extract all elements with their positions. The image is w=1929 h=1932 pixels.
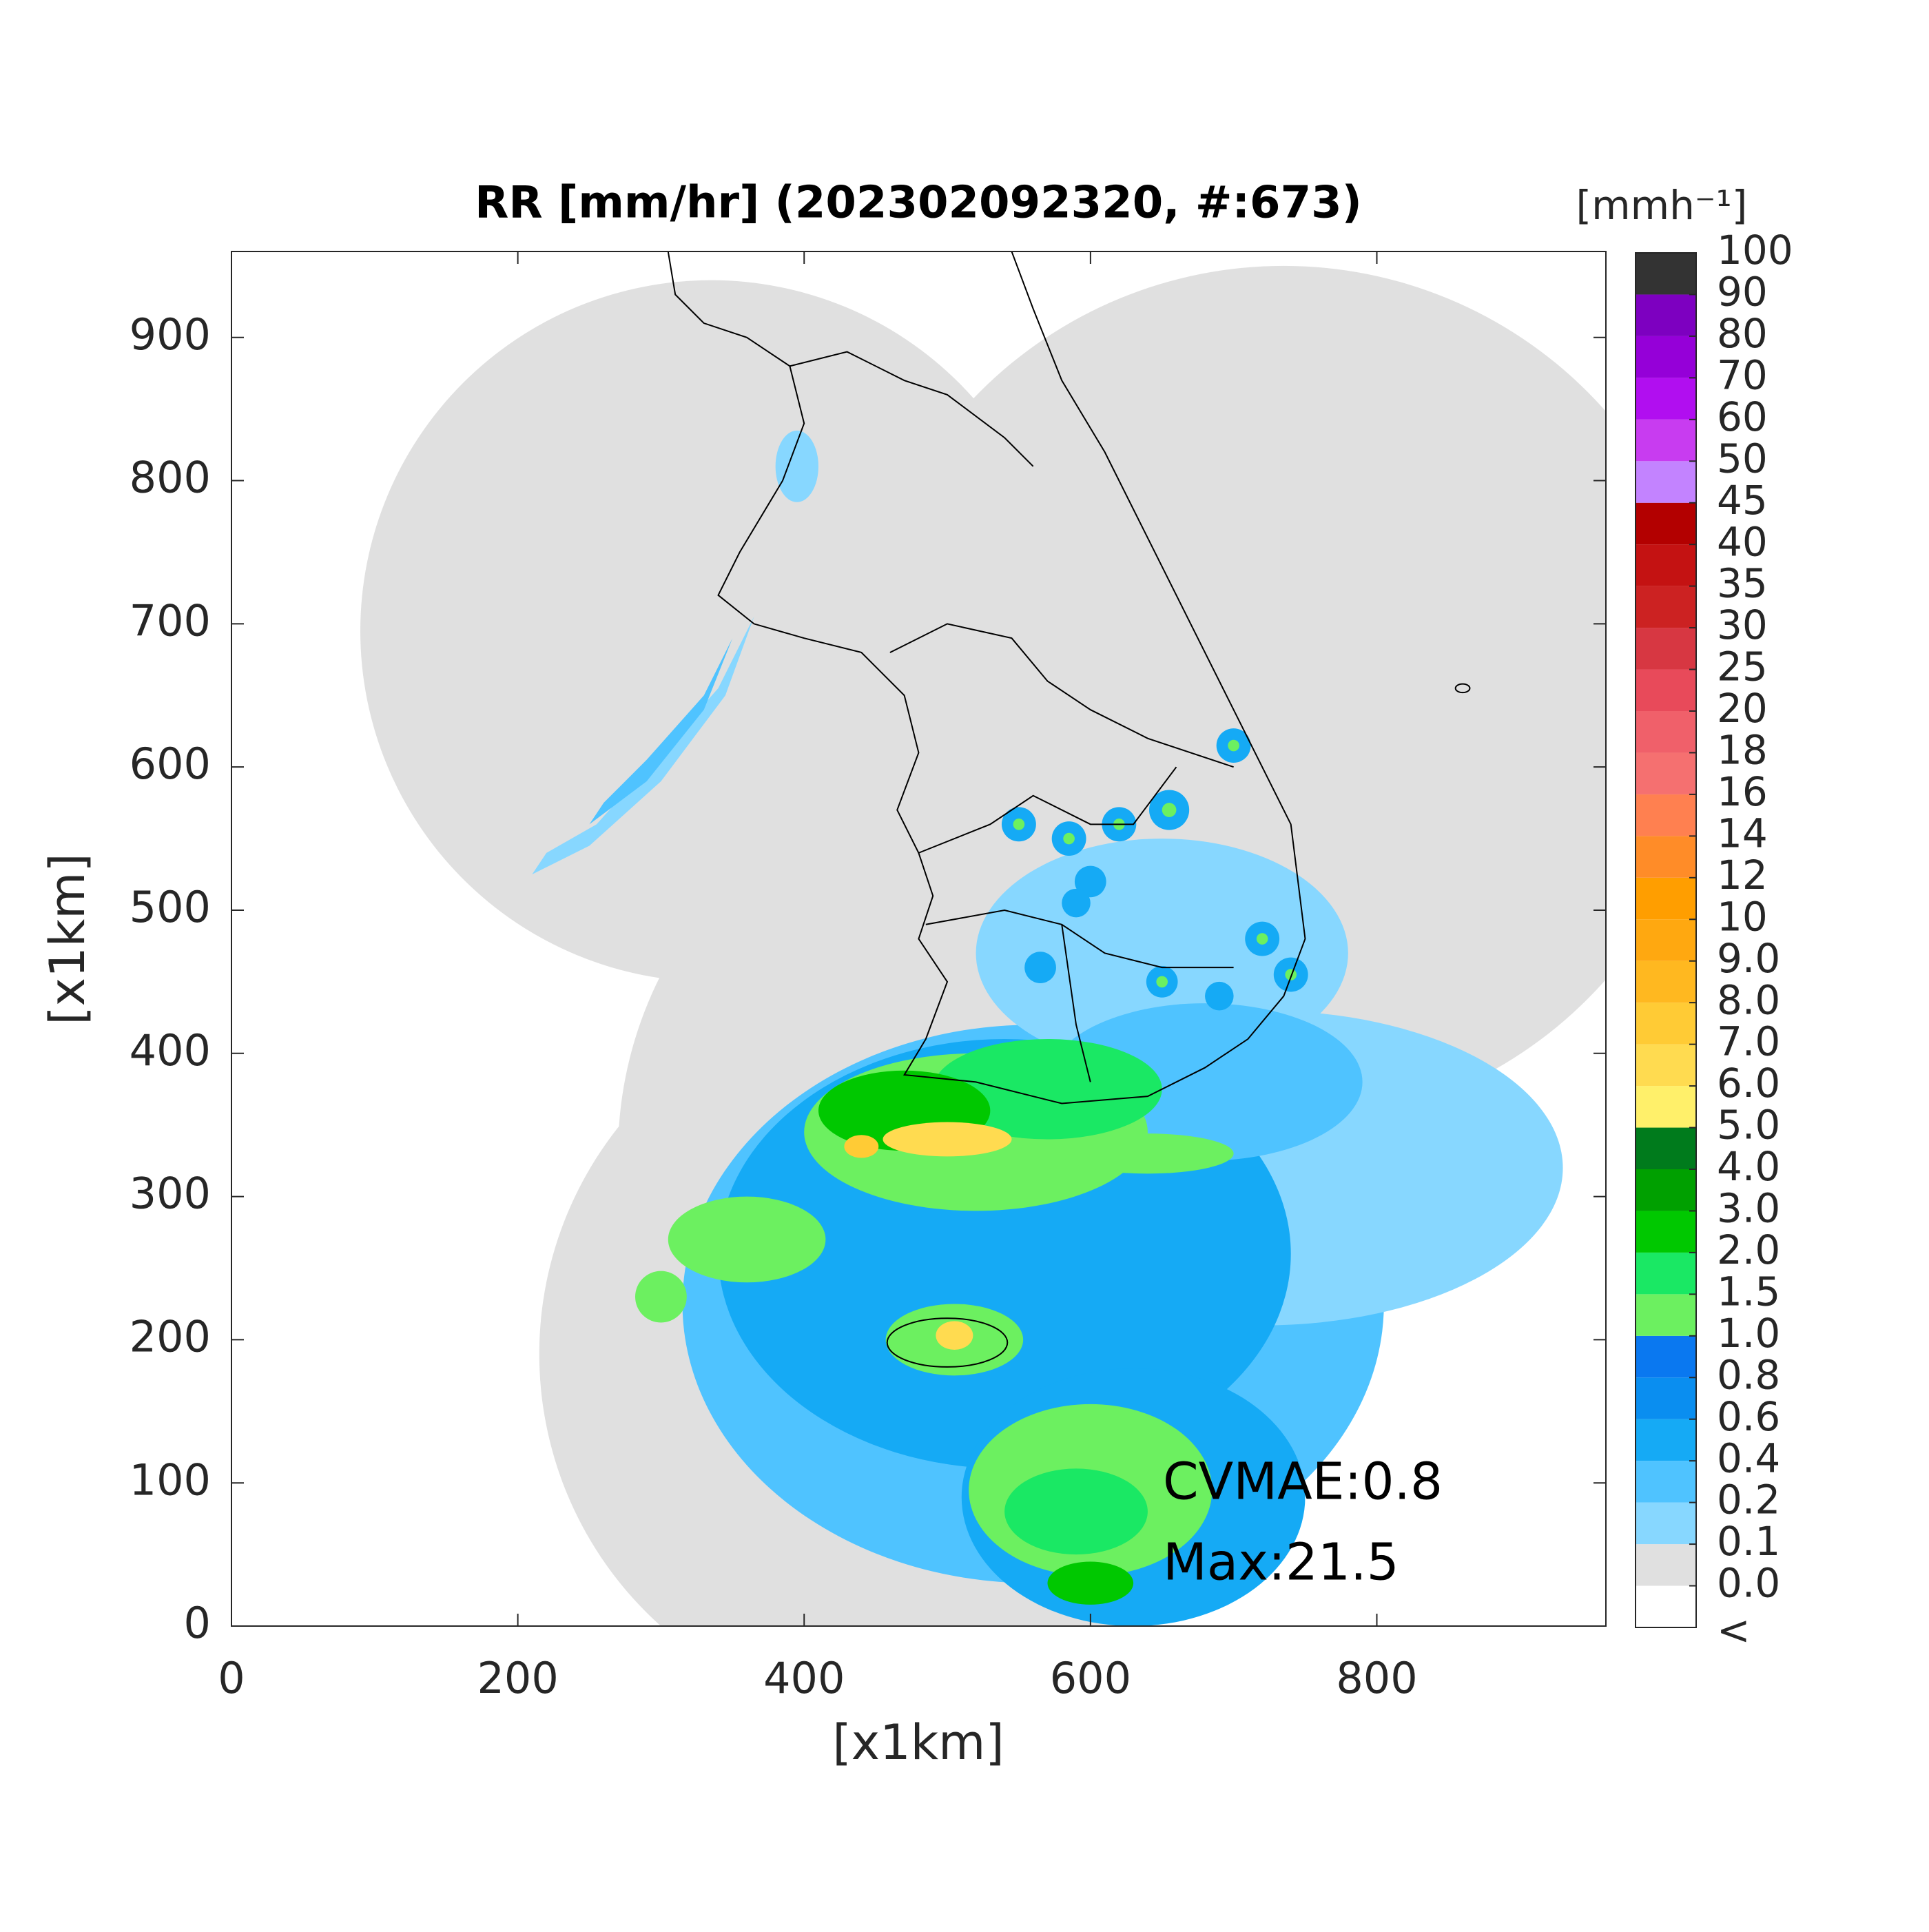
colorbar-band bbox=[1636, 586, 1696, 628]
colorbar-label: 1.5 bbox=[1717, 1268, 1780, 1315]
colorbar-band bbox=[1636, 877, 1696, 920]
colorbar-label: 12 bbox=[1717, 852, 1768, 898]
y-axis-label: [x1km] bbox=[39, 853, 96, 1025]
colorbar-band bbox=[1636, 1544, 1696, 1586]
colorbar-label: 70 bbox=[1717, 351, 1768, 398]
colorbar-label: 8.0 bbox=[1717, 976, 1780, 1023]
colorbar-label: 90 bbox=[1717, 269, 1768, 316]
colorbar-label: 50 bbox=[1717, 435, 1768, 482]
colorbar-label: 7.0 bbox=[1717, 1018, 1780, 1065]
y-tick-label: 700 bbox=[130, 595, 211, 646]
x-axis-label: [x1km] bbox=[832, 1714, 1004, 1771]
y-tick-label: 500 bbox=[130, 882, 211, 932]
annotation: Max:21.5 bbox=[1163, 1533, 1399, 1592]
colorbar-label: 0.0 bbox=[1717, 1560, 1780, 1607]
x-tick-label: 200 bbox=[477, 1653, 558, 1703]
plot-frame bbox=[231, 251, 1607, 1627]
colorbar-label: 0.8 bbox=[1717, 1351, 1780, 1398]
colorbar-band bbox=[1636, 1169, 1696, 1211]
x-tick-label: 800 bbox=[1336, 1653, 1417, 1703]
annotation: CVMAE:0.8 bbox=[1163, 1452, 1443, 1512]
colorbar-band bbox=[1636, 378, 1696, 420]
colorbar-band bbox=[1636, 960, 1696, 1003]
colorbar-band bbox=[1636, 794, 1696, 836]
colorbar-label: 0.4 bbox=[1717, 1435, 1780, 1481]
colorbar-band bbox=[1636, 1211, 1696, 1253]
colorbar-label: 0.2 bbox=[1717, 1477, 1780, 1523]
colorbar-label: 9.0 bbox=[1717, 935, 1780, 982]
colorbar-band bbox=[1636, 919, 1696, 961]
colorbar-band bbox=[1636, 1127, 1696, 1169]
x-tick-label: 600 bbox=[1050, 1653, 1131, 1703]
colorbar-band bbox=[1636, 1585, 1696, 1627]
colorbar-label: 16 bbox=[1717, 768, 1768, 815]
colorbar-label: 18 bbox=[1717, 727, 1768, 774]
colorbar-frame bbox=[1635, 252, 1697, 1628]
colorbar-band bbox=[1636, 419, 1696, 462]
colorbar-band bbox=[1636, 253, 1696, 295]
colorbar-label: 45 bbox=[1717, 477, 1768, 524]
colorbar-band bbox=[1636, 1461, 1696, 1503]
x-tick-label: 0 bbox=[218, 1653, 245, 1703]
colorbar-label: 2.0 bbox=[1717, 1226, 1780, 1273]
y-tick-label: 400 bbox=[130, 1025, 211, 1076]
y-tick-label: 800 bbox=[130, 453, 211, 503]
y-tick-label: 300 bbox=[130, 1169, 211, 1219]
colorbar-band bbox=[1636, 1252, 1696, 1295]
colorbar-label: 20 bbox=[1717, 685, 1768, 732]
colorbar-under-label: < bbox=[1717, 1607, 1751, 1654]
colorbar-label: 10 bbox=[1717, 893, 1768, 940]
y-tick-label: 100 bbox=[130, 1455, 211, 1505]
colorbar-label: 4.0 bbox=[1717, 1143, 1780, 1190]
colorbar-band bbox=[1636, 1294, 1696, 1336]
colorbar-band bbox=[1636, 711, 1696, 753]
colorbar-band bbox=[1636, 669, 1696, 711]
y-tick-label: 0 bbox=[184, 1598, 211, 1648]
x-tick-label: 400 bbox=[763, 1653, 845, 1703]
colorbar-band bbox=[1636, 544, 1696, 586]
colorbar-label: 40 bbox=[1717, 518, 1768, 565]
colorbar-label: 6.0 bbox=[1717, 1060, 1780, 1107]
y-tick-label: 600 bbox=[130, 739, 211, 789]
colorbar-band bbox=[1636, 1377, 1696, 1419]
colorbar-label: 30 bbox=[1717, 602, 1768, 648]
colorbar-band bbox=[1636, 294, 1696, 336]
colorbar-label: 1.0 bbox=[1717, 1310, 1780, 1357]
colorbar-band bbox=[1636, 1502, 1696, 1545]
colorbar-label: 14 bbox=[1717, 810, 1768, 856]
colorbar-band bbox=[1636, 752, 1696, 794]
colorbar-band bbox=[1636, 1086, 1696, 1128]
chart-title: RR [mm/hr] (202302092320, #:673) bbox=[475, 178, 1362, 229]
colorbar-title: [mmh⁻¹] bbox=[1576, 182, 1748, 229]
colorbar-label: 60 bbox=[1717, 393, 1768, 440]
colorbar-label: 25 bbox=[1717, 644, 1768, 690]
y-tick-label: 900 bbox=[130, 309, 211, 360]
rain-areas bbox=[532, 430, 1563, 1626]
colorbar-label: 35 bbox=[1717, 560, 1768, 607]
colorbar-band bbox=[1636, 1335, 1696, 1378]
colorbar-band bbox=[1636, 1419, 1696, 1461]
colorbar-label: 0.1 bbox=[1717, 1518, 1780, 1565]
colorbar-band bbox=[1636, 1003, 1696, 1045]
y-tick-label: 200 bbox=[130, 1311, 211, 1361]
colorbar-label: 3.0 bbox=[1717, 1185, 1780, 1232]
colorbar-label: 5.0 bbox=[1717, 1102, 1780, 1149]
colorbar-label: 100 bbox=[1717, 227, 1793, 274]
colorbar-label: 0.6 bbox=[1717, 1393, 1780, 1440]
colorbar-band bbox=[1636, 336, 1696, 378]
colorbar-band bbox=[1636, 628, 1696, 670]
colorbar-band bbox=[1636, 1044, 1696, 1087]
colorbar-band bbox=[1636, 836, 1696, 878]
colorbar-label: 80 bbox=[1717, 310, 1768, 357]
colorbar-band bbox=[1636, 502, 1696, 545]
radar-field bbox=[360, 251, 1606, 1626]
colorbar-band bbox=[1636, 461, 1696, 503]
coastline bbox=[668, 251, 1470, 1367]
